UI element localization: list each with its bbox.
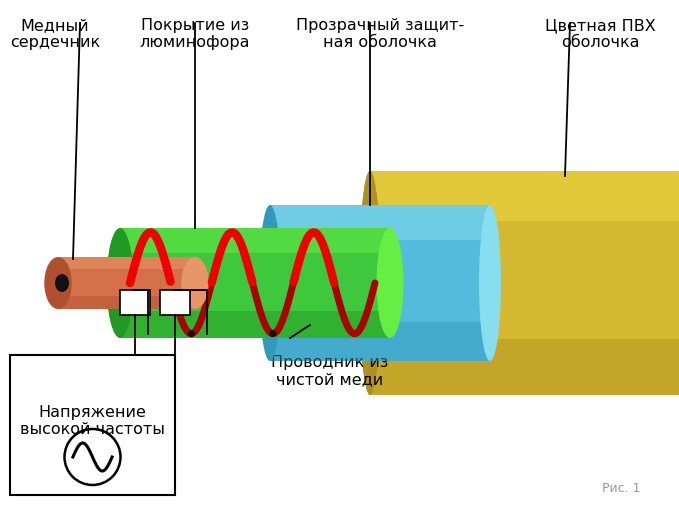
Polygon shape xyxy=(270,205,490,361)
Ellipse shape xyxy=(188,330,195,337)
Ellipse shape xyxy=(359,171,381,395)
Ellipse shape xyxy=(270,330,276,337)
Ellipse shape xyxy=(44,257,72,309)
FancyBboxPatch shape xyxy=(10,355,175,495)
Text: Проводник из
чистой меди: Проводник из чистой меди xyxy=(272,355,388,387)
Ellipse shape xyxy=(359,171,381,395)
Text: Медный
сердечник: Медный сердечник xyxy=(10,18,100,50)
Polygon shape xyxy=(120,310,390,338)
Ellipse shape xyxy=(55,274,69,292)
Ellipse shape xyxy=(376,228,403,338)
Polygon shape xyxy=(120,228,390,338)
Ellipse shape xyxy=(479,205,501,361)
Text: Цветная ПВХ
оболочка: Цветная ПВХ оболочка xyxy=(545,18,655,50)
Polygon shape xyxy=(370,171,679,222)
Polygon shape xyxy=(370,171,679,395)
Polygon shape xyxy=(58,257,195,269)
Polygon shape xyxy=(270,205,490,240)
Text: Напряжение
высокой частоты: Напряжение высокой частоты xyxy=(20,405,165,438)
Text: Рис. 1: Рис. 1 xyxy=(602,482,640,495)
Ellipse shape xyxy=(259,205,281,361)
Polygon shape xyxy=(120,228,390,253)
Text: Прозрачный защит-
ная оболочка: Прозрачный защит- ная оболочка xyxy=(296,18,464,50)
Ellipse shape xyxy=(107,228,134,338)
Text: Покрытие из
люминофора: Покрытие из люминофора xyxy=(140,18,251,50)
Polygon shape xyxy=(370,339,679,395)
FancyBboxPatch shape xyxy=(120,290,150,315)
Ellipse shape xyxy=(181,257,208,309)
Polygon shape xyxy=(270,322,490,361)
FancyBboxPatch shape xyxy=(160,290,190,315)
Polygon shape xyxy=(58,257,195,309)
Polygon shape xyxy=(58,296,195,309)
